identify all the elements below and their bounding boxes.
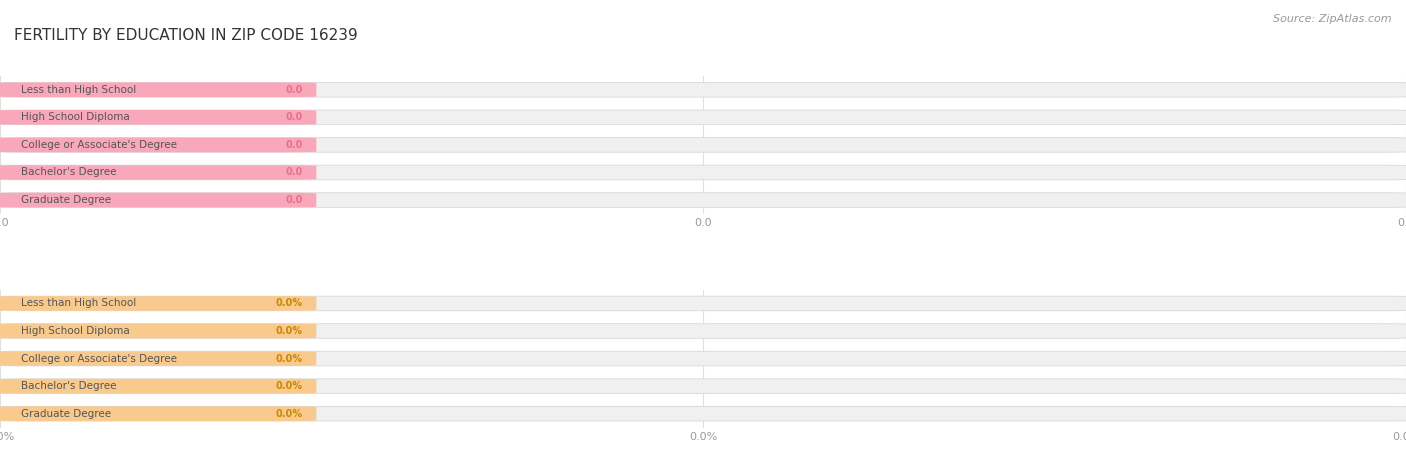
- FancyBboxPatch shape: [0, 138, 316, 152]
- FancyBboxPatch shape: [0, 193, 316, 208]
- FancyBboxPatch shape: [0, 323, 316, 338]
- FancyBboxPatch shape: [0, 83, 1406, 97]
- FancyBboxPatch shape: [0, 165, 1406, 180]
- FancyBboxPatch shape: [0, 165, 316, 180]
- Text: 0.0%: 0.0%: [276, 353, 302, 363]
- Text: 0.0: 0.0: [285, 168, 302, 178]
- Text: College or Associate's Degree: College or Associate's Degree: [21, 140, 177, 150]
- Text: 0.0%: 0.0%: [276, 298, 302, 308]
- Text: College or Associate's Degree: College or Associate's Degree: [21, 353, 177, 363]
- FancyBboxPatch shape: [0, 352, 1406, 366]
- FancyBboxPatch shape: [0, 193, 1406, 208]
- Text: Less than High School: Less than High School: [21, 85, 136, 95]
- Text: 0.0%: 0.0%: [276, 408, 302, 419]
- Text: Bachelor's Degree: Bachelor's Degree: [21, 168, 117, 178]
- FancyBboxPatch shape: [0, 110, 1406, 124]
- FancyBboxPatch shape: [0, 352, 316, 366]
- Text: 0.0: 0.0: [285, 140, 302, 150]
- Text: 0.0%: 0.0%: [276, 326, 302, 336]
- Text: Graduate Degree: Graduate Degree: [21, 195, 111, 205]
- Text: Bachelor's Degree: Bachelor's Degree: [21, 381, 117, 391]
- FancyBboxPatch shape: [0, 83, 316, 97]
- Text: FERTILITY BY EDUCATION IN ZIP CODE 16239: FERTILITY BY EDUCATION IN ZIP CODE 16239: [14, 28, 357, 44]
- FancyBboxPatch shape: [0, 296, 1406, 311]
- FancyBboxPatch shape: [0, 110, 316, 124]
- Text: 0.0: 0.0: [285, 195, 302, 205]
- Text: Less than High School: Less than High School: [21, 298, 136, 308]
- Text: 0.0: 0.0: [285, 85, 302, 95]
- FancyBboxPatch shape: [0, 407, 1406, 421]
- FancyBboxPatch shape: [0, 138, 1406, 152]
- FancyBboxPatch shape: [0, 379, 1406, 393]
- Text: Graduate Degree: Graduate Degree: [21, 408, 111, 419]
- Text: 0.0%: 0.0%: [276, 381, 302, 391]
- Text: Source: ZipAtlas.com: Source: ZipAtlas.com: [1274, 14, 1392, 24]
- FancyBboxPatch shape: [0, 407, 316, 421]
- Text: High School Diploma: High School Diploma: [21, 113, 129, 123]
- FancyBboxPatch shape: [0, 323, 1406, 338]
- Text: 0.0: 0.0: [285, 113, 302, 123]
- FancyBboxPatch shape: [0, 379, 316, 393]
- FancyBboxPatch shape: [0, 296, 316, 311]
- Text: High School Diploma: High School Diploma: [21, 326, 129, 336]
